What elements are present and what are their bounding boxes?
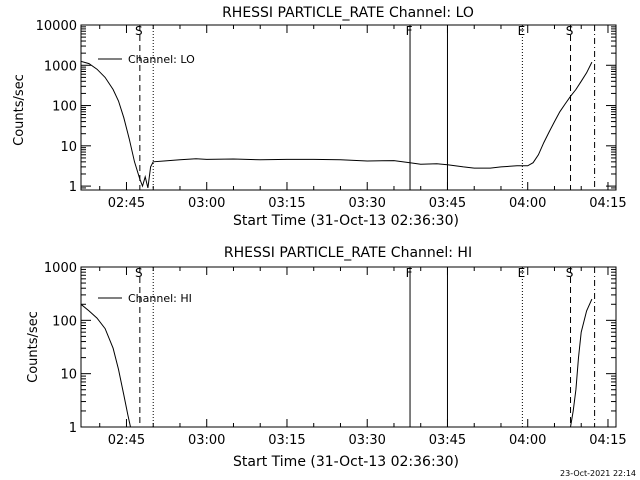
chart-hi-legend-label: Channel: HI: [128, 292, 192, 305]
chart-lo-xtick-label: 03:30: [348, 196, 385, 211]
chart-hi-event-label: E: [518, 266, 526, 280]
chart-hi-xtick-label: 04:15: [589, 433, 626, 448]
chart-hi-series-line: [81, 303, 132, 427]
chart-lo: RHESSI PARTICLE_RATE Channel: LO 02:45 03…: [12, 5, 627, 229]
chart-lo-ytick-label: 10000: [36, 19, 77, 34]
chart-lo-event-label: F: [406, 24, 413, 38]
chart-lo-ytick-label: 1: [69, 180, 77, 195]
chart-hi-event-label: F: [406, 266, 413, 280]
chart-hi-ytick-label: 1: [69, 421, 77, 436]
chart-lo-xtick-label: 03:45: [429, 196, 466, 211]
chart-lo-ytick-label: 100: [52, 100, 77, 115]
chart-lo-xtick-label: 04:00: [509, 196, 546, 211]
chart-lo-xtick-label: 04:15: [589, 196, 626, 211]
chart-lo-ytick-label: 1000: [44, 59, 77, 74]
chart-lo-xtick-label: 02:45: [108, 196, 145, 211]
chart-lo-xlabel: Start Time (31-Oct-13 02:36:30): [233, 213, 459, 229]
chart-hi-ytick-label: 100: [52, 314, 77, 329]
chart-hi-ylabel: Counts/sec: [26, 311, 41, 383]
chart-lo-ytick-label: 10: [60, 140, 77, 155]
chart-lo-title: RHESSI PARTICLE_RATE Channel: LO: [222, 5, 474, 21]
chart-lo-series-line: [81, 60, 593, 189]
chart-hi-event-label: S: [135, 266, 143, 280]
chart-lo-xtick-label: 03:15: [268, 196, 305, 211]
chart-hi: RHESSI PARTICLE_RATE Channel: HI 02:45 03…: [26, 245, 627, 470]
chart-hi-plot-area: 02:45 03:00 03:15 03:30 03:45 04:00 04:15 1 10 10…: [44, 261, 627, 448]
chart-hi-xlabel: Start Time (31-Oct-13 02:36:30): [233, 454, 459, 470]
chart-hi-axes-frame: [80, 266, 617, 428]
chart-lo-plot-area: 02:45 03:00 03:15 03:30 03:45 04:00 04:15 1 10 10…: [36, 19, 627, 211]
chart-lo-xtick-label: 03:00: [188, 196, 225, 211]
chart-hi-ytick-label: 1000: [44, 261, 77, 276]
chart-hi-series-line: [569, 298, 593, 427]
chart-lo-event-label: S: [135, 24, 143, 38]
chart-lo-event-label: E: [518, 24, 526, 38]
chart-lo-legend-label: Channel: LO: [128, 53, 195, 66]
chart-hi-event-label: S: [566, 266, 574, 280]
chart-hi-xtick-label: 03:30: [348, 433, 385, 448]
chart-hi-xtick-label: 03:15: [268, 433, 305, 448]
chart-hi-ytick-label: 10: [60, 368, 77, 383]
chart-hi-xtick-label: 03:45: [429, 433, 466, 448]
chart-hi-xtick-label: 02:45: [108, 433, 145, 448]
chart-lo-ylabel: Counts/sec: [12, 74, 27, 146]
chart-hi-title: RHESSI PARTICLE_RATE Channel: HI: [224, 245, 472, 261]
chart-hi-xtick-label: 04:00: [509, 433, 546, 448]
chart-lo-event-label: S: [566, 24, 574, 38]
footer-timestamp: 23-Oct-2021 22:14: [560, 469, 636, 478]
chart-hi-xtick-label: 03:00: [188, 433, 225, 448]
